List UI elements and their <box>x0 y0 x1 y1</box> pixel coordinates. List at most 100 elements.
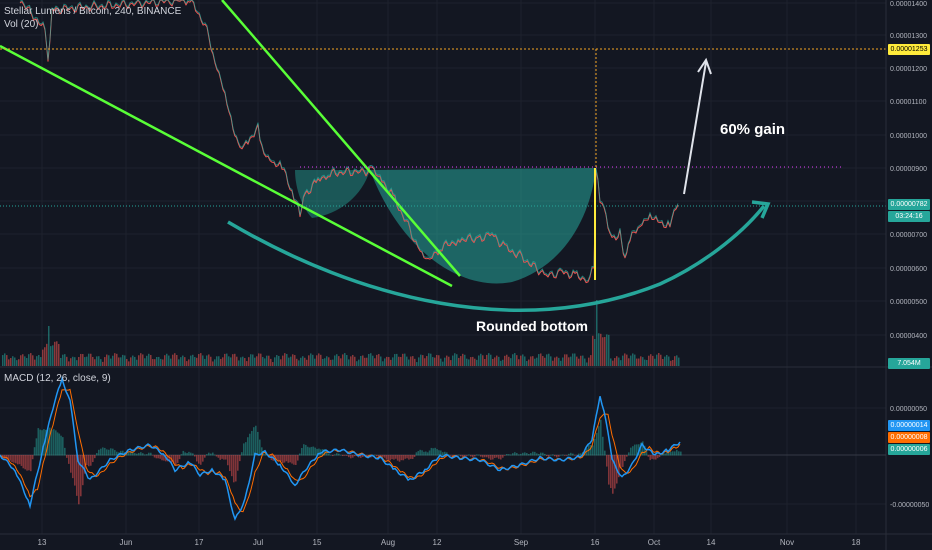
macd-histogram-bar <box>11 455 13 463</box>
macd-histogram-bar <box>263 453 265 456</box>
macd-histogram-bar <box>580 453 582 456</box>
volume-bar <box>288 357 290 366</box>
volume-bar <box>668 356 670 366</box>
macd-histogram-bar <box>251 430 253 456</box>
volume-bar <box>624 353 626 366</box>
volume-bar <box>372 355 374 366</box>
volume-indicator-label[interactable]: Vol (20) <box>4 19 39 30</box>
volume-bar <box>432 357 434 366</box>
macd-tag-signal: 0.00000008 <box>888 432 930 443</box>
volume-bar <box>24 356 26 366</box>
volume-bar <box>300 357 302 366</box>
macd-histogram-bar <box>225 455 227 460</box>
volume-bar <box>286 353 288 366</box>
volume-bar <box>250 354 252 366</box>
macd-histogram-bar <box>336 453 338 456</box>
volume-bar <box>550 356 552 366</box>
volume-bar <box>650 354 652 366</box>
macd-histogram-bar <box>476 454 478 456</box>
macd-histogram-bar <box>360 455 362 458</box>
macd-indicator-label[interactable]: MACD (12, 26, close, 9) <box>4 373 111 384</box>
macd-histogram-bar <box>151 455 154 456</box>
macd-histogram-bar <box>45 429 47 456</box>
gain-arrow <box>683 61 707 195</box>
volume-bar <box>530 356 532 366</box>
macd-histogram-bar <box>500 455 502 460</box>
volume-bar <box>14 357 16 366</box>
volume-bar <box>318 353 320 366</box>
macd-histogram-bar <box>161 455 163 461</box>
volume-bar <box>60 357 62 366</box>
volume-bar <box>122 354 124 366</box>
volume-bar <box>64 354 66 366</box>
macd-histogram-bar <box>570 452 572 456</box>
macd-histogram-bar <box>291 455 293 464</box>
macd-histogram-bar <box>387 455 390 462</box>
macd-histogram-bar <box>385 455 388 460</box>
macd-histogram-bar <box>219 455 222 460</box>
volume-bar <box>632 353 634 366</box>
volume-bar <box>490 354 492 366</box>
volume-bar <box>616 356 618 366</box>
volume-bar <box>406 356 408 366</box>
volume-bar <box>224 353 226 366</box>
volume-bar <box>176 354 178 366</box>
volume-bar <box>232 354 234 366</box>
volume-bar <box>134 356 136 366</box>
macd-histogram-bar <box>104 447 106 456</box>
macd-tag-macd: 0.00000014 <box>888 420 930 431</box>
volume-bar <box>634 354 636 366</box>
volume-bar <box>628 358 630 366</box>
macd-histogram-bar <box>142 453 144 456</box>
volume-bar <box>20 355 22 366</box>
macd-histogram-bar <box>132 451 134 456</box>
macd-line <box>0 375 681 522</box>
macd-axis[interactable]: 0.00000050 -0.00000050 <box>890 406 929 509</box>
volume-bar <box>360 356 362 366</box>
volume-bar <box>256 356 258 366</box>
volume-bar <box>620 360 622 366</box>
volume-bar <box>526 361 528 366</box>
volume-bar <box>350 356 352 366</box>
volume-bar <box>388 357 390 366</box>
volume-bar <box>142 354 144 366</box>
macd-histogram-bar <box>39 429 41 456</box>
macd-histogram-bar <box>440 450 442 456</box>
macd-histogram-bar <box>186 453 188 456</box>
macd-histogram-bar <box>150 452 152 456</box>
volume-bar <box>150 354 152 366</box>
volume-bar <box>204 358 206 366</box>
macd-histogram-bar <box>233 455 235 483</box>
volume-bar <box>270 358 272 366</box>
volume-bar <box>404 353 406 366</box>
macd-histogram-bar <box>506 454 508 456</box>
volume-bar <box>464 354 466 366</box>
volume-bar <box>518 359 520 366</box>
macd-histogram-bar <box>78 455 80 505</box>
volume-bar <box>352 354 354 366</box>
macd-histogram-bar <box>98 449 100 456</box>
time-axis[interactable]: 13 Jun 17 Jul 15 Aug 12 Sep 16 Oct 14 Nov 18 <box>38 538 861 547</box>
volume-bar <box>212 361 214 366</box>
macd-histogram-bar <box>86 455 88 465</box>
volume-bar <box>162 359 164 366</box>
macd-histogram-bar <box>378 455 380 458</box>
macd-histogram-bar <box>56 432 59 456</box>
volume-bar <box>428 353 430 366</box>
symbol-title[interactable]: Stellar Lumens / Bitcoin, 240, BINANCE <box>4 6 182 17</box>
target-price-tag: 0.00001253 <box>888 44 930 55</box>
macd-histogram-bar <box>198 455 200 464</box>
volume-bar <box>498 356 500 366</box>
macd-histogram-bar <box>26 455 28 471</box>
volume-bar <box>636 358 638 366</box>
volume-bar <box>102 361 104 366</box>
macd-histogram-bar <box>542 452 544 456</box>
volume-bar <box>84 357 86 366</box>
gain-arrowhead <box>697 57 712 75</box>
trendline-steep <box>221 0 461 277</box>
volume-bar <box>294 355 296 366</box>
volume-bar <box>220 358 222 366</box>
macd-histogram-bar <box>504 455 506 456</box>
volume-bar <box>664 356 666 366</box>
